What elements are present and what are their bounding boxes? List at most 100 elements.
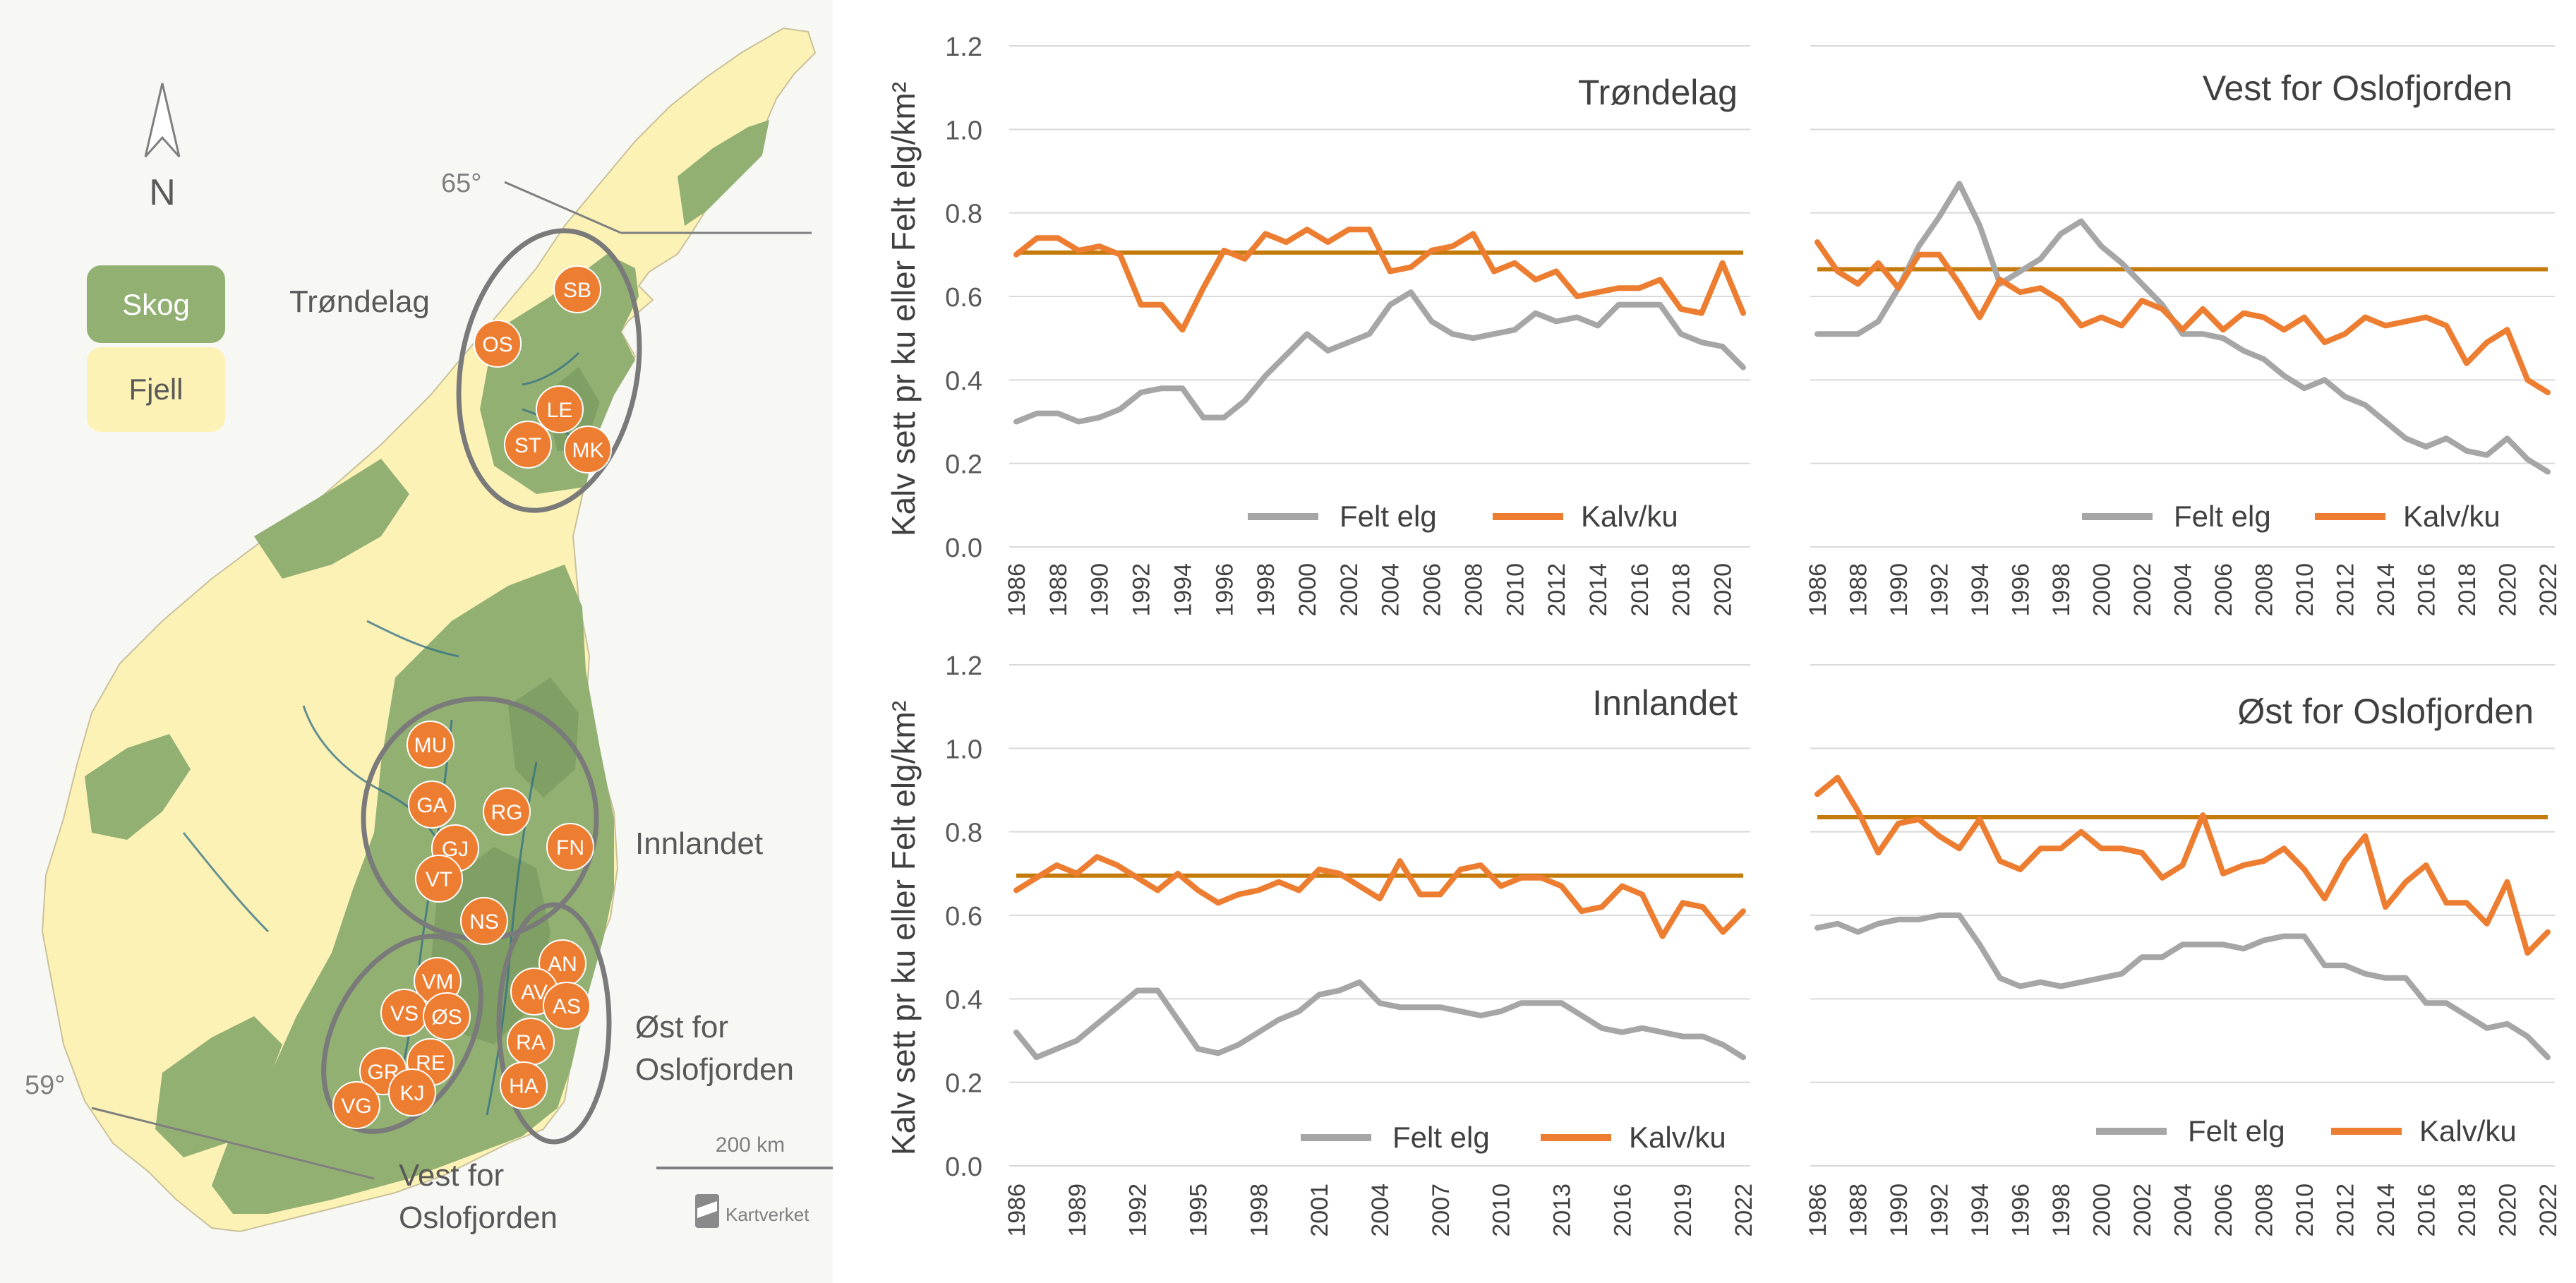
marker-as — [543, 982, 591, 1030]
series-line-kalv-ku — [1814, 239, 2551, 396]
x-tick-label: 2008 — [2251, 563, 2278, 617]
marker-ns — [460, 897, 508, 945]
series-line-felt-elg — [1013, 289, 1746, 425]
marker-mk — [564, 426, 612, 474]
x-tick-label: 2022 — [2535, 1183, 2562, 1237]
x-tick-label: 2013 — [1549, 1183, 1576, 1237]
x-tick-label: 2014 — [2373, 1183, 2400, 1237]
x-tick-label: 2006 — [1419, 563, 1446, 617]
x-tick-label: 2016 — [2414, 1183, 2440, 1237]
x-tick-label: 2020 — [2495, 1183, 2522, 1237]
x-tick-label: 2010 — [2292, 563, 2318, 617]
series-line-felt-elg — [1013, 979, 1746, 1061]
latitude-65-line — [504, 181, 622, 234]
x-tick-label: 2004 — [1367, 1183, 1394, 1237]
x-tick-label: 1998 — [1246, 1183, 1272, 1237]
y-tick-label: 0.6 — [945, 283, 982, 313]
x-tick-label: 2012 — [2333, 563, 2359, 617]
y-tick-label: 0.2 — [945, 1069, 982, 1099]
x-tick-label: 2020 — [2495, 563, 2522, 617]
x-tick-label: 1998 — [2048, 1183, 2075, 1237]
marker-st — [504, 421, 552, 469]
legend-swatch-skog — [87, 265, 225, 343]
marker-vt — [415, 855, 463, 903]
marker-label: RA — [516, 1031, 546, 1054]
latitude-59-line — [91, 1107, 375, 1180]
x-tick-label: 2001 — [1306, 1183, 1333, 1237]
region-label-ost-line2: Oslofjorden — [635, 1052, 794, 1087]
x-tick-label: 1992 — [1125, 1183, 1152, 1237]
legend-label-kalv-ku: Kalv/ku — [1581, 500, 1678, 533]
marker-label: VT — [426, 868, 452, 891]
y-axis-title-top: Kalv sett pr ku eller Felt elg/km² — [885, 82, 922, 536]
x-tick-label: 2014 — [2373, 563, 2400, 617]
legend-label-kalv-ku: Kalv/ku — [2419, 1114, 2517, 1148]
legend-swatch-fjell — [87, 347, 225, 432]
x-tick-label: 1990 — [1886, 563, 1913, 617]
x-tick-label: 1995 — [1186, 1183, 1212, 1237]
x-tick-label: 2002 — [2129, 1183, 2156, 1237]
ring-trondelag — [456, 228, 642, 513]
x-tick-label: 1996 — [2008, 563, 2035, 617]
legend-label-fjell: Fjell — [128, 373, 183, 406]
x-tick-label: 2000 — [2089, 1183, 2116, 1237]
y-tick-label: 0.0 — [945, 534, 982, 563]
y-tick-label: 1.2 — [945, 651, 982, 681]
marker-label: HA — [509, 1075, 538, 1098]
x-tick-label: 2000 — [2089, 563, 2116, 617]
marker-label: FN — [556, 836, 584, 860]
marker-øs — [423, 992, 471, 1040]
marker-sb — [553, 265, 601, 313]
x-tick-label: 2014 — [1585, 563, 1612, 617]
x-tick-label: 1986 — [1004, 563, 1030, 617]
x-tick-label: 2002 — [2129, 563, 2156, 617]
y-tick-label: 1.2 — [945, 32, 982, 62]
marker-os — [474, 320, 522, 368]
x-tick-label: 2018 — [1668, 563, 1695, 617]
x-tick-label: 2004 — [2170, 1183, 2197, 1237]
x-tick-label: 1994 — [1967, 563, 1994, 617]
legend-label-kalv-ku: Kalv/ku — [1629, 1121, 1726, 1154]
legend-label-felt-elg: Felt elg — [2188, 1114, 2285, 1148]
region-label-vest-line1: Vest for — [399, 1158, 504, 1193]
marker-fn — [546, 823, 594, 871]
x-tick-label: 2006 — [2210, 563, 2237, 617]
marker-label: NS — [469, 910, 499, 934]
x-tick-label: 1986 — [1805, 1183, 1831, 1237]
x-tick-label: 2012 — [1543, 563, 1570, 617]
y-tick-label: 0.4 — [945, 985, 982, 1015]
x-tick-label: 1998 — [1253, 563, 1280, 617]
chart-vest-for-oslofjorden: 1986 1988 1990 1992 1994 1996 1998 2000 2002 2004… — [1805, 45, 2562, 617]
x-tick-label: 2016 — [1627, 563, 1654, 617]
marker-label: VG — [341, 1095, 371, 1118]
marker-ha — [500, 1061, 548, 1109]
series-line-kalv-ku — [1013, 854, 1746, 939]
x-tick-label: 2012 — [2333, 1183, 2359, 1237]
region-label-ost-line1: Øst for — [635, 1010, 728, 1044]
x-tick-label: 2010 — [1502, 563, 1529, 617]
x-tick-label: 1986 — [1805, 563, 1831, 617]
x-tick-label: 2008 — [1460, 563, 1487, 617]
marker-label: OS — [482, 333, 512, 356]
x-tick-label: 2004 — [2170, 563, 2197, 617]
x-tick-label: 2002 — [1336, 563, 1363, 617]
chart-title: Øst for Oslofjorden — [2237, 692, 2534, 731]
ring-ost — [496, 902, 612, 1145]
series-line-felt-elg — [1814, 912, 2551, 1061]
y-tick-label: 0.8 — [945, 200, 982, 229]
x-tick-label: 2010 — [2292, 1183, 2318, 1237]
x-tick-label: 1988 — [1846, 1183, 1872, 1237]
series-line-felt-elg — [1814, 181, 2551, 475]
chart-innlandet: 0.0 0.2 0.4 0.6 0.8 1.0 1.2 1986 1989 1992 1995 199… — [945, 651, 1757, 1237]
marker-rg — [483, 788, 531, 836]
legend-label-kalv-ku: Kalv/ku — [2403, 500, 2500, 533]
x-tick-label: 1992 — [1128, 563, 1155, 617]
marker-label: AS — [553, 995, 581, 1018]
x-tick-label: 1994 — [1169, 563, 1196, 617]
marker-label: RG — [491, 801, 523, 824]
y-tick-label: 0.4 — [945, 366, 982, 396]
chart-title: Vest for Oslofjorden — [2203, 68, 2512, 108]
marker-label: MK — [572, 439, 604, 462]
x-tick-label: 1989 — [1064, 1183, 1091, 1237]
